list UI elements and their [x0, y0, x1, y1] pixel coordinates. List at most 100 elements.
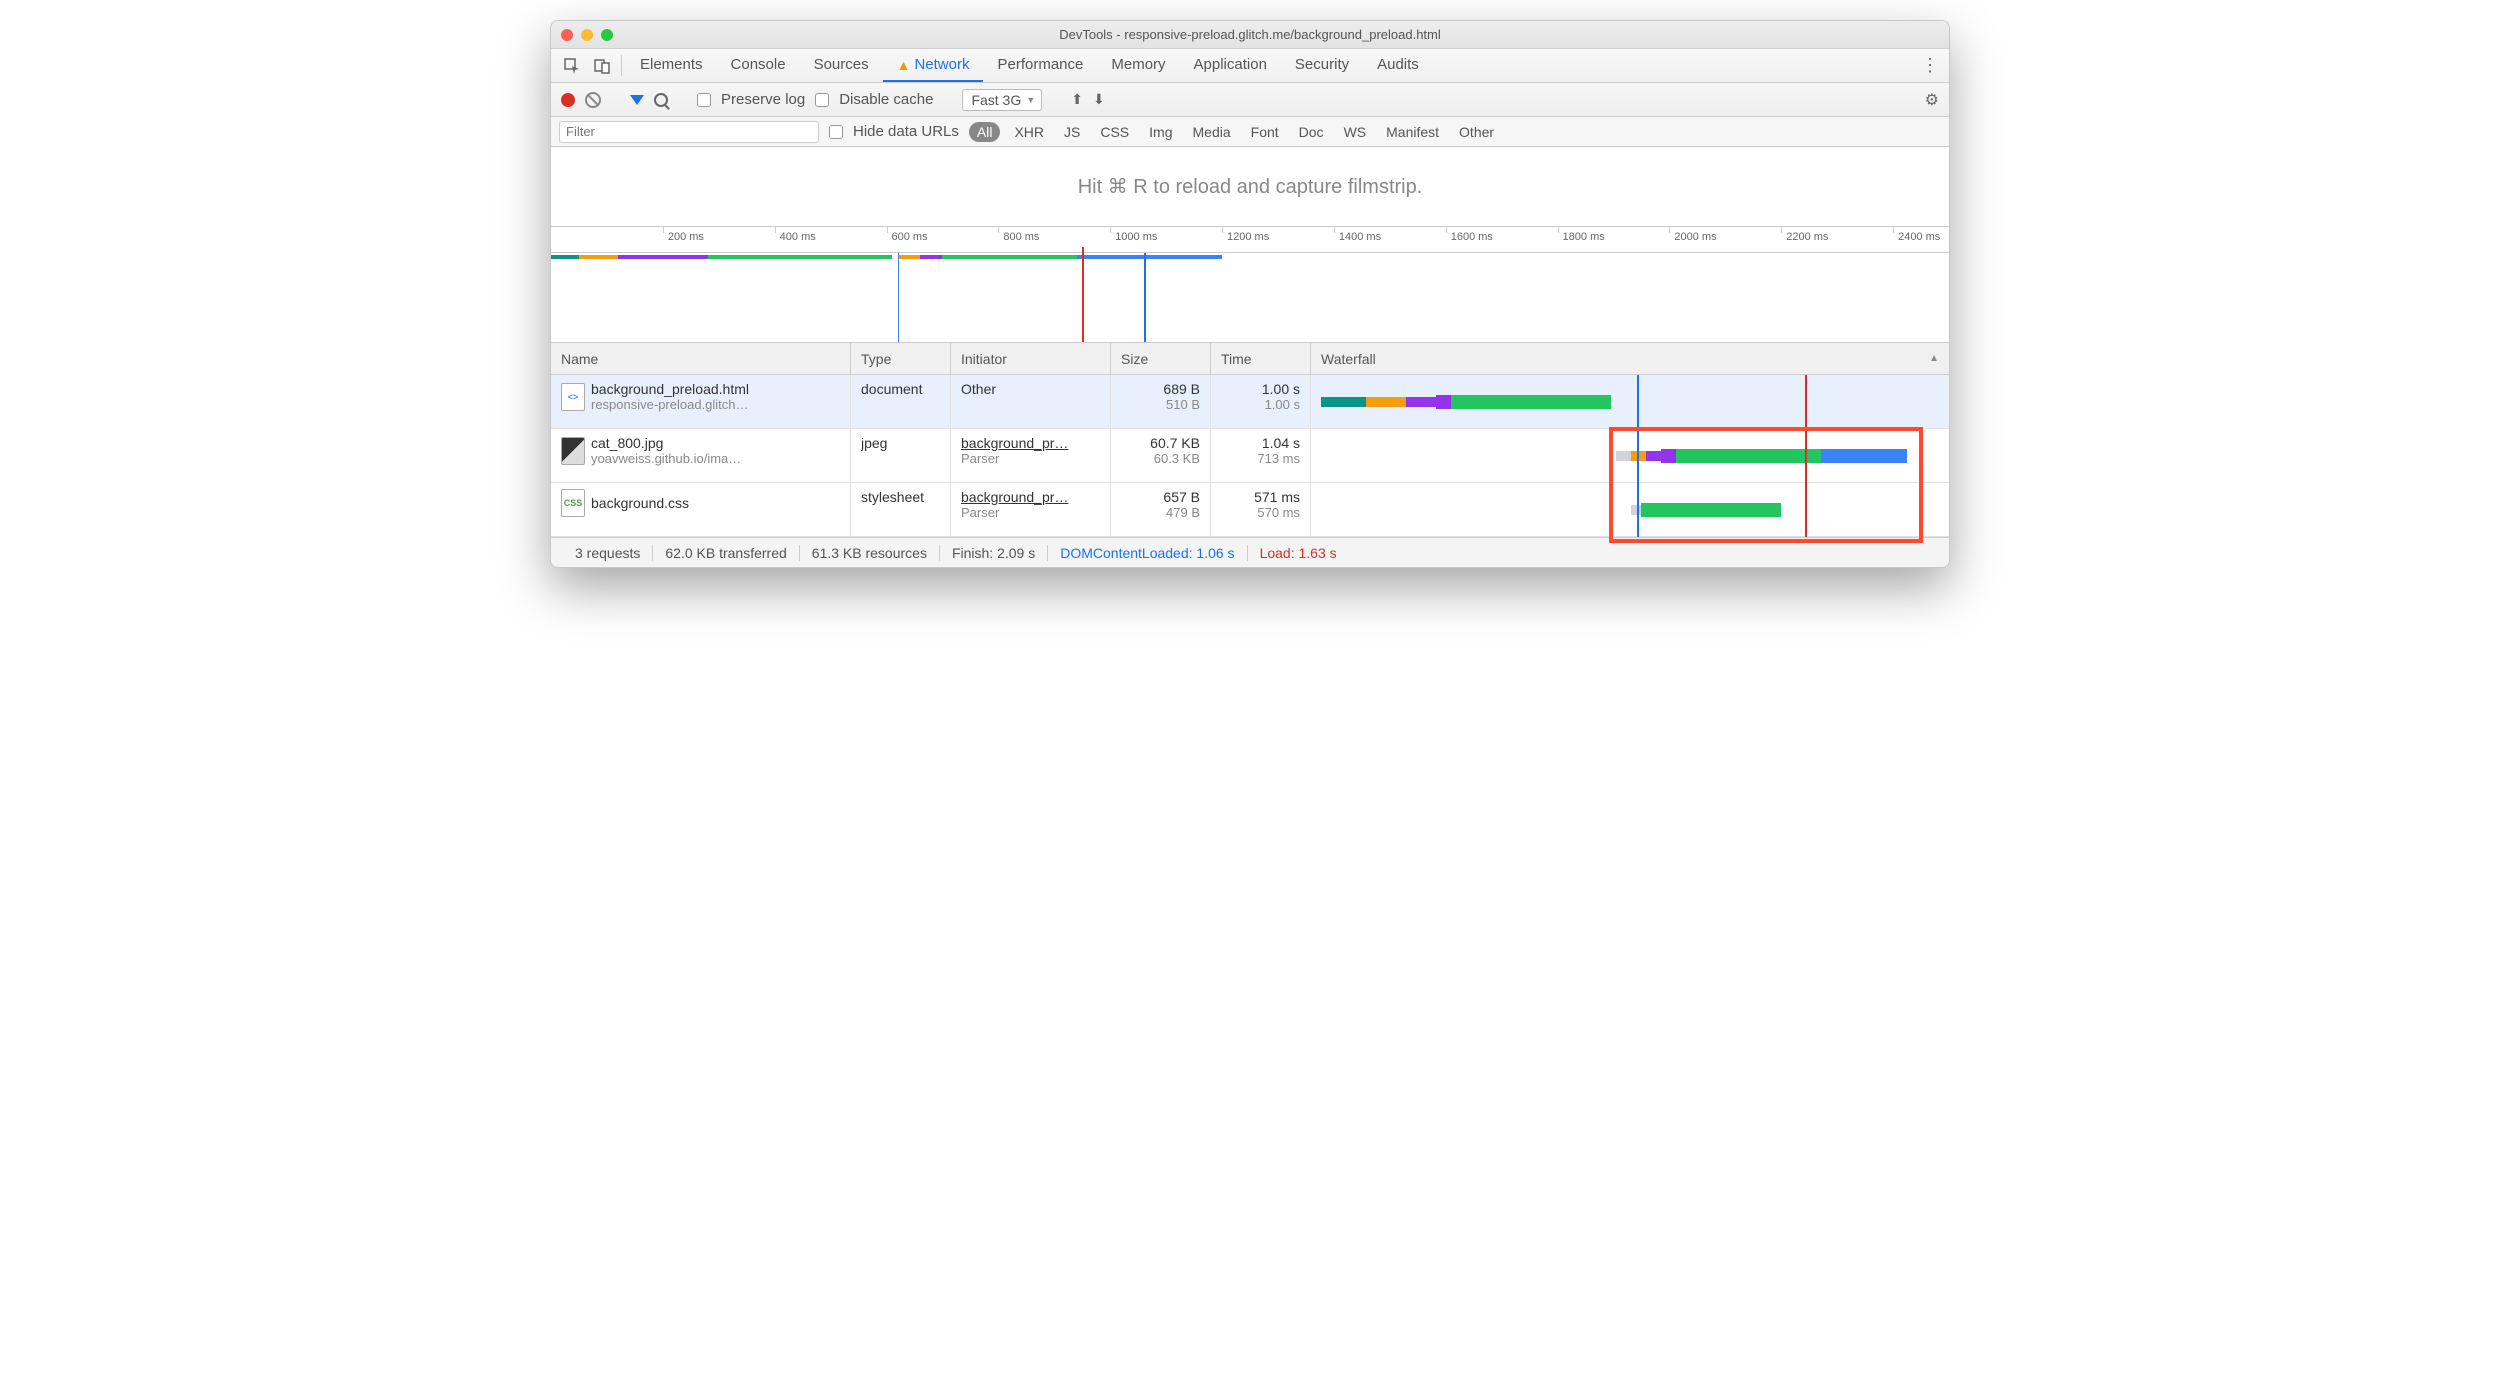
tab-security[interactable]: Security — [1281, 49, 1363, 82]
ruler-tick: 600 ms — [887, 227, 928, 233]
overview-segment — [551, 255, 579, 259]
waterfall-cell — [1311, 375, 1949, 428]
header-type[interactable]: Type — [851, 343, 951, 374]
tab-network[interactable]: ▲Network — [883, 49, 984, 82]
tab-label: Sources — [814, 56, 869, 73]
ruler-tick: 2200 ms — [1781, 227, 1828, 233]
overview-segment — [942, 255, 1076, 259]
filter-bar: Hide data URLs All XHR JS CSS Img Media Font Do… — [551, 117, 1949, 147]
hide-data-urls-label: Hide data URLs — [853, 123, 959, 140]
status-dcl: DOMContentLoaded: 1.06 s — [1048, 545, 1247, 561]
filter-type-img[interactable]: Img — [1143, 122, 1178, 142]
warning-icon: ▲ — [897, 57, 911, 73]
header-initiator[interactable]: Initiator — [951, 343, 1111, 374]
request-name: background.css — [591, 495, 689, 511]
tab-label: Elements — [640, 56, 703, 73]
filter-type-font[interactable]: Font — [1245, 122, 1285, 142]
header-time[interactable]: Time — [1211, 343, 1311, 374]
hide-data-urls-checkbox[interactable] — [829, 125, 843, 139]
titlebar: DevTools - responsive-preload.glitch.me/… — [551, 21, 1949, 49]
tab-elements[interactable]: Elements — [626, 49, 717, 82]
export-har-icon[interactable]: ⬇ — [1093, 91, 1105, 108]
header-name[interactable]: Name — [551, 343, 851, 374]
tab-label: Memory — [1111, 56, 1165, 73]
disable-cache-checkbox[interactable] — [815, 93, 829, 107]
filter-type-other[interactable]: Other — [1453, 122, 1500, 142]
ruler-tick: 200 ms — [663, 227, 704, 233]
tab-label: Network — [914, 56, 969, 73]
filter-type-css[interactable]: CSS — [1094, 122, 1135, 142]
filter-type-all[interactable]: All — [969, 122, 1001, 142]
ruler-tick: 2000 ms — [1669, 227, 1716, 233]
filter-toggle-icon[interactable] — [630, 95, 644, 105]
tab-label: Performance — [997, 56, 1083, 73]
tab-label: Application — [1194, 56, 1267, 73]
tab-application[interactable]: Application — [1180, 49, 1281, 82]
request-size-sub: 479 B — [1121, 505, 1200, 520]
waterfall-bar — [1451, 395, 1611, 409]
tab-console[interactable]: Console — [717, 49, 800, 82]
disable-cache-label: Disable cache — [839, 91, 933, 108]
request-time-sub: 713 ms — [1221, 451, 1300, 466]
waterfall-bar — [1321, 397, 1366, 407]
overview-segment — [618, 255, 635, 259]
request-size: 60.7 KB — [1121, 435, 1200, 451]
waterfall-bar — [1366, 397, 1406, 407]
overview-segment — [898, 255, 920, 259]
filter-type-ws[interactable]: WS — [1338, 122, 1373, 142]
highlight-annotation — [1609, 427, 1923, 543]
ruler-tick: 1600 ms — [1446, 227, 1493, 233]
tab-memory[interactable]: Memory — [1097, 49, 1179, 82]
throttle-select[interactable]: Fast 3G — [962, 89, 1042, 111]
request-name: background_preload.html — [591, 381, 749, 397]
ruler-tick: 1000 ms — [1110, 227, 1157, 233]
file-icon: <> — [561, 383, 585, 411]
tab-label: Console — [731, 56, 786, 73]
overview-segment — [920, 255, 942, 259]
status-load: Load: 1.63 s — [1248, 545, 1349, 561]
filter-type-media[interactable]: Media — [1187, 122, 1237, 142]
preserve-log-label: Preserve log — [721, 91, 805, 108]
request-size: 689 B — [1121, 381, 1200, 397]
header-size[interactable]: Size — [1111, 343, 1211, 374]
header-waterfall[interactable]: Waterfall — [1311, 343, 1949, 374]
table-row[interactable]: <>background_preload.htmlresponsive-prel… — [551, 375, 1949, 429]
tab-performance[interactable]: Performance — [983, 49, 1097, 82]
filter-type-js[interactable]: JS — [1058, 122, 1086, 142]
request-time: 1.04 s — [1221, 435, 1300, 451]
devtools-window: DevTools - responsive-preload.glitch.me/… — [550, 20, 1950, 568]
request-type: document — [861, 381, 940, 397]
request-initiator[interactable]: background_pr… — [961, 489, 1100, 505]
filter-type-xhr[interactable]: XHR — [1008, 122, 1050, 142]
preserve-log-checkbox[interactable] — [697, 93, 711, 107]
tab-sources[interactable]: Sources — [800, 49, 883, 82]
request-initiator[interactable]: background_pr… — [961, 435, 1100, 451]
ruler-tick: 1200 ms — [1222, 227, 1269, 233]
waterfall-bar — [1406, 397, 1436, 407]
more-options-icon[interactable]: ⋮ — [1921, 49, 1939, 82]
timeline-ruler[interactable]: 200 ms400 ms600 ms800 ms1000 ms1200 ms14… — [551, 227, 1949, 253]
filter-type-doc[interactable]: Doc — [1293, 122, 1330, 142]
tab-audits[interactable]: Audits — [1363, 49, 1433, 82]
request-initiator: Other — [961, 381, 1100, 397]
timeline-overview[interactable] — [551, 253, 1949, 343]
tab-label: Security — [1295, 56, 1349, 73]
clear-button[interactable] — [585, 92, 601, 108]
record-button[interactable] — [561, 93, 575, 107]
request-size-sub: 60.3 KB — [1121, 451, 1200, 466]
filter-type-manifest[interactable]: Manifest — [1380, 122, 1445, 142]
inspect-element-icon[interactable] — [557, 49, 587, 82]
request-size-sub: 510 B — [1121, 397, 1200, 412]
import-har-icon[interactable]: ⬆ — [1071, 91, 1083, 108]
device-toolbar-icon[interactable] — [587, 49, 617, 82]
overview-dcl-line — [1144, 253, 1146, 342]
settings-icon[interactable]: ⚙ — [1925, 90, 1939, 110]
filmstrip-hint: Hit ⌘ R to reload and capture filmstrip. — [551, 147, 1949, 227]
request-time: 1.00 s — [1221, 381, 1300, 397]
filter-input[interactable] — [559, 121, 819, 143]
search-icon[interactable] — [654, 93, 668, 107]
overview-segment — [635, 255, 708, 259]
ruler-tick: 1400 ms — [1334, 227, 1381, 233]
request-size: 657 B — [1121, 489, 1200, 505]
ruler-tick: 400 ms — [775, 227, 816, 233]
